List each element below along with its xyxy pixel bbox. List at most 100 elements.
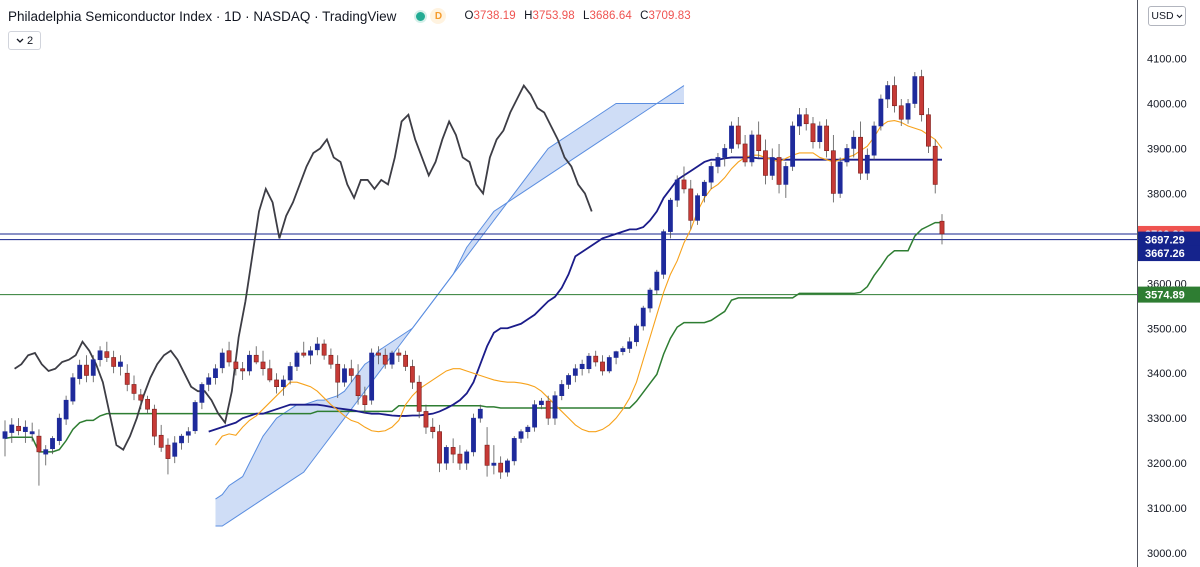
candle	[409, 359, 415, 389]
indicator-count: 2	[26, 34, 34, 47]
candle	[640, 305, 646, 331]
candle	[572, 364, 578, 383]
candle	[559, 379, 565, 401]
candle	[647, 287, 653, 313]
candle	[681, 166, 687, 194]
candle	[274, 373, 279, 394]
candle	[267, 359, 273, 383]
candle-body	[545, 400, 551, 419]
candle	[634, 323, 639, 347]
candle	[233, 355, 239, 376]
candle-body	[301, 352, 307, 356]
price-axis	[1137, 0, 1200, 567]
candle-body	[2, 431, 8, 439]
symbol-title[interactable]: Philadelphia Semiconductor Index · 1D · …	[8, 8, 397, 24]
y-tick-label: 3500.00	[1147, 323, 1187, 335]
candle-body	[586, 355, 592, 370]
candle	[491, 445, 497, 475]
candle-body	[9, 424, 15, 433]
candle-body	[450, 447, 456, 455]
candle	[104, 341, 110, 362]
candle-body	[722, 148, 728, 158]
candle	[905, 99, 911, 124]
candle-body	[138, 394, 144, 401]
ohlc-open: O3738.19	[464, 10, 516, 22]
candle-body	[70, 377, 76, 402]
candle-body	[688, 188, 694, 221]
candle-body	[681, 179, 687, 190]
candle-body	[111, 357, 117, 367]
candle	[471, 413, 476, 457]
candle-body	[253, 354, 259, 363]
candle-body	[600, 361, 605, 372]
candle	[2, 420, 8, 457]
candle-body	[525, 426, 531, 432]
ohlc-low: L3686.64	[583, 10, 632, 22]
lagging-span	[14, 83, 593, 451]
currency-selector[interactable]: USD	[1148, 6, 1186, 26]
candle-body	[247, 354, 252, 372]
candle	[627, 337, 633, 353]
price-badge-label: 3574.89	[1145, 290, 1185, 302]
indicator-collapse-button[interactable]: 2	[8, 31, 41, 50]
candle	[620, 346, 626, 356]
candle-body	[314, 343, 320, 351]
price-badge-green: 3574.89	[1138, 286, 1200, 303]
candle	[722, 143, 728, 167]
candle-body	[593, 355, 599, 363]
price-badge-bg	[1138, 231, 1200, 248]
candle	[382, 348, 388, 369]
candle	[763, 139, 768, 185]
candle-body	[783, 166, 789, 185]
candle-body	[606, 357, 612, 372]
candle	[9, 418, 15, 443]
candle-body	[511, 438, 517, 462]
candle	[579, 359, 585, 376]
candle	[165, 438, 171, 475]
candle	[362, 386, 368, 414]
candle	[735, 117, 741, 149]
candle-body	[274, 379, 279, 387]
candle	[437, 424, 442, 473]
candle	[606, 355, 612, 374]
candle-body	[36, 435, 42, 453]
candle-body	[701, 181, 707, 196]
candle	[661, 229, 667, 279]
candle	[484, 427, 490, 477]
candle	[185, 427, 191, 443]
candle	[715, 152, 721, 174]
candle	[532, 400, 538, 432]
candle	[586, 352, 592, 374]
y-tick-label: 4000.00	[1147, 99, 1187, 111]
candle-body	[613, 351, 619, 358]
candle	[260, 350, 266, 376]
candle	[16, 418, 21, 436]
candle-body	[912, 76, 918, 104]
candle	[294, 350, 300, 371]
candle-body	[505, 460, 510, 473]
candle	[810, 117, 816, 149]
candle-body	[763, 150, 768, 176]
leading-span-b	[215, 103, 684, 527]
candle-body	[905, 103, 911, 120]
candle-body	[769, 157, 775, 176]
candle-body	[810, 123, 816, 143]
candle	[192, 400, 198, 434]
candle-body	[219, 352, 225, 369]
support-step-line	[4, 221, 942, 453]
candle	[158, 424, 164, 452]
candle-body	[443, 447, 449, 464]
candle-body	[484, 444, 490, 466]
candle	[790, 121, 796, 171]
candle	[22, 420, 28, 443]
candle-body	[151, 408, 157, 437]
candle	[138, 388, 144, 410]
candle	[566, 373, 571, 389]
y-tick-label: 3300.00	[1147, 413, 1187, 425]
candle	[396, 348, 402, 362]
candle-body	[932, 145, 938, 185]
base-line	[208, 156, 942, 433]
price-badge-line: 3697.29	[1138, 231, 1200, 248]
candle-body	[355, 375, 361, 396]
